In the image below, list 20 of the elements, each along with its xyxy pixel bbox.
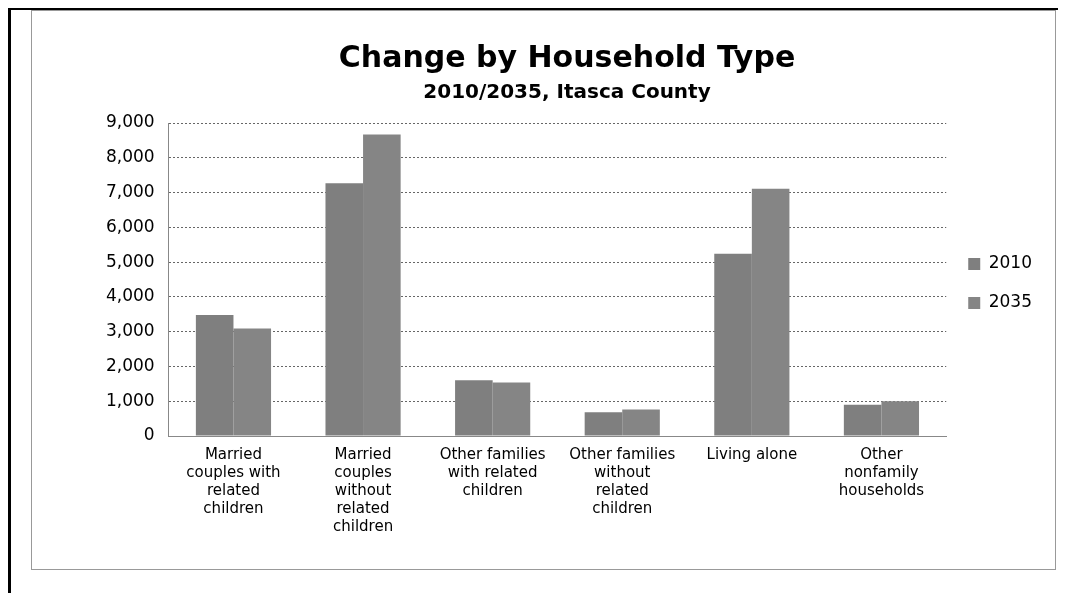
x-tick-label: Other families without related children [569,444,676,517]
x-tick-label: Other families with related children [439,444,546,499]
y-tick-label: 6,000 [106,215,155,236]
y-tick-label: 3,000 [106,320,155,341]
x-tick-label: Married couples without related children [332,444,394,535]
y-tick-label: 2,000 [106,354,155,375]
x-tick-label: Married couples with related children [186,444,281,517]
y-tick-label: 1,000 [106,389,155,410]
chart-title: Change by Household Type [338,38,796,74]
y-tick-label: 5,000 [106,250,155,271]
x-tick-label: Other nonfamily households [838,444,925,499]
y-tick-label: 9,000 [106,111,155,132]
legend-label: 2035 [988,291,1032,312]
y-tick-label: 7,000 [106,180,155,201]
y-tick-label: 4,000 [106,285,155,306]
y-tick-label: 8,000 [106,146,155,167]
chart-subtitle: 2010/2035, Itasca County [423,79,711,104]
y-tick-label: 0 [143,424,155,445]
legend-label: 2010 [988,252,1032,273]
x-tick-label: Living alone [706,444,798,463]
